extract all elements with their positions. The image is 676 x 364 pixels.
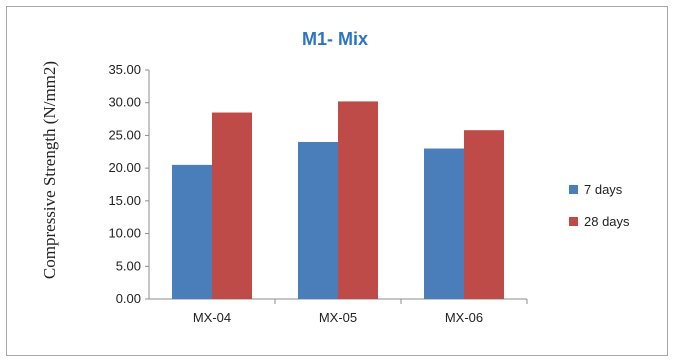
y-tick-label: 5.00 xyxy=(116,258,141,273)
bar-28-days-MX-04 xyxy=(212,112,252,300)
y-tick-label: 15.00 xyxy=(108,193,141,208)
x-tick-label: MX-04 xyxy=(193,310,231,325)
bar-7-days-MX-05 xyxy=(298,141,338,299)
x-tick-label: MX-05 xyxy=(319,310,357,325)
y-tick-label: 35.00 xyxy=(108,62,141,77)
bar-7-days-MX-04 xyxy=(172,164,212,299)
y-tick-label: 0.00 xyxy=(116,291,141,306)
bars xyxy=(172,101,504,300)
legend-swatch xyxy=(569,185,578,194)
x-tick-label: MX-06 xyxy=(445,310,483,325)
legend-label: 7 days xyxy=(584,182,623,197)
bar-7-days-MX-06 xyxy=(424,148,464,299)
legend-swatch xyxy=(569,217,578,226)
y-tick-label: 20.00 xyxy=(108,160,141,175)
y-tick-label: 10.00 xyxy=(108,226,141,241)
y-tick-label: 25.00 xyxy=(108,127,141,142)
axes: 0.00 5.00 10.00 15.00 20.00 25.00 30.00 35.00 MX… xyxy=(108,62,528,325)
legend: 7 days 28 days xyxy=(569,182,630,229)
bar-chart: M1- Mix Compressive Strength (N/mm2) 0.0… xyxy=(40,29,630,325)
y-tick-label: 30.00 xyxy=(108,95,141,110)
bar-28-days-MX-05 xyxy=(338,101,378,299)
y-axis-label: Compressive Strength (N/mm2) xyxy=(40,61,59,279)
legend-label: 28 days xyxy=(584,214,630,229)
chart-area: M1- Mix Compressive Strength (N/mm2) 0.0… xyxy=(6,6,668,356)
bar-28-days-MX-06 xyxy=(464,130,504,299)
chart-title: M1- Mix xyxy=(302,29,368,49)
